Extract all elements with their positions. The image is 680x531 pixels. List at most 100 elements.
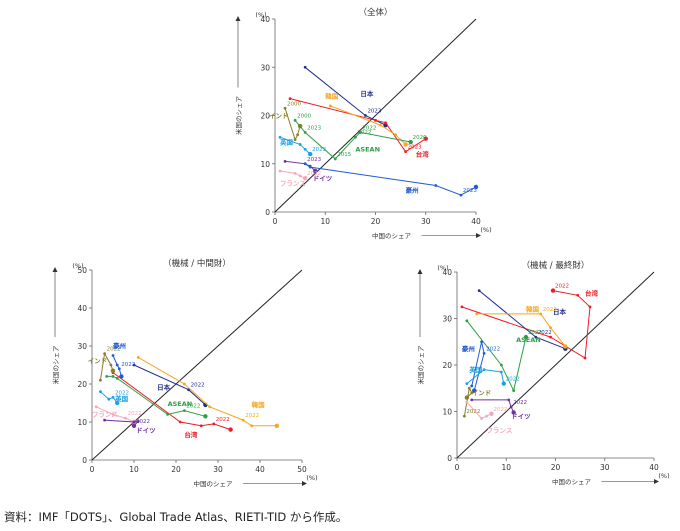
series-name: 英国 (468, 365, 483, 374)
y-unit: (%) (255, 11, 266, 19)
chart-3: （機械 / 最終財）0 10 20 30 40010203040(%)(%)中国のシェア… (416, 260, 670, 486)
x-tick-label: 20 (171, 465, 181, 474)
x-axis-label: 中国のシェア (194, 479, 234, 488)
data-point (467, 386, 471, 390)
data-point (111, 354, 115, 357)
data-point (507, 398, 511, 402)
data-point (465, 319, 469, 323)
series-name: 日本 (553, 307, 567, 316)
y-tick-label: 30 (260, 63, 270, 72)
data-point (302, 176, 308, 181)
series-ASEAN: 2000 2022 2020 2015 2022 2023 ASEAN (293, 113, 427, 161)
series-韓国: 2022 韓国 (475, 305, 568, 349)
data-point (132, 420, 136, 424)
point-label: 2023 (408, 145, 422, 151)
data-point (482, 351, 486, 355)
y-tick-label: 40 (77, 304, 87, 313)
point-label: 2023 (307, 125, 321, 131)
data-point (303, 65, 307, 69)
series-豪州: 2022 豪州 (462, 340, 500, 393)
data-point (183, 409, 186, 412)
data-point (512, 389, 516, 392)
x-tick-label: 40 (471, 217, 481, 226)
y-tick-label: 10 (442, 408, 452, 417)
y-tick-label: 30 (442, 315, 452, 324)
series-name: ドイツ (511, 412, 531, 420)
data-point (482, 368, 486, 372)
point-label: 2022 (357, 130, 371, 136)
point-label: 2022 (486, 346, 500, 352)
data-point (384, 121, 387, 125)
data-point (103, 352, 106, 355)
data-point (477, 289, 481, 292)
x-unit: (%) (306, 474, 317, 482)
data-point (303, 162, 307, 166)
data-point (470, 384, 474, 388)
y-arrow-head (417, 269, 423, 274)
series-台湾: 2022 台湾 (111, 371, 233, 439)
point-label: 2022 (186, 404, 200, 410)
data-point (462, 414, 466, 418)
data-point (131, 423, 137, 428)
data-point (534, 335, 538, 339)
point-label: 2022 (362, 125, 376, 131)
data-point (99, 390, 102, 393)
data-point (307, 151, 313, 157)
series-line (466, 320, 527, 393)
series-フランス: 2022 フランス (465, 400, 512, 434)
data-point (303, 147, 307, 151)
series-日本: 2022 日本 (132, 363, 208, 408)
data-point (288, 97, 292, 101)
series-豪州: 2023 豪州 (303, 162, 479, 197)
y-tick-label: 30 (77, 342, 87, 351)
y-unit: (%) (72, 262, 83, 270)
data-point (434, 184, 438, 187)
data-point (111, 395, 115, 399)
data-point (111, 375, 115, 378)
x-tick-label: 10 (501, 463, 511, 472)
series-name: ASEAN (516, 336, 541, 344)
series-name: 韓国 (526, 305, 540, 314)
x-arrow-head (654, 479, 659, 484)
series-name: 台湾 (585, 288, 599, 297)
data-point (423, 136, 428, 141)
data-point (489, 411, 494, 417)
series-line (112, 355, 122, 377)
chart-1: （全体）0 10 20 30 40010203040(%)(%)中国のシェア米国のシェア… (234, 7, 492, 240)
data-point (459, 193, 463, 197)
data-point (460, 305, 464, 309)
chart-title: （機械 / 中間財） (163, 258, 231, 269)
y-tick-label: 40 (442, 268, 452, 277)
series-line (471, 341, 485, 391)
series-name: 豪州 (406, 186, 419, 195)
series-name: 英国 (279, 137, 294, 146)
y-tick-label: 50 (77, 266, 87, 275)
point-label: 2022 (191, 383, 205, 389)
series-韓国: 韓国 (325, 92, 408, 147)
data-point (576, 293, 580, 297)
data-point (283, 159, 287, 163)
y-tick-label: 0 (82, 456, 87, 465)
data-point (107, 397, 111, 401)
data-point (354, 135, 357, 139)
series-インド: 2022 インド (88, 347, 121, 382)
data-point (480, 340, 484, 344)
y-arrow-head (52, 267, 58, 272)
series-name: ドイツ (136, 427, 156, 435)
series-line (95, 406, 135, 423)
x-arrow-head (476, 233, 481, 238)
data-point (563, 344, 568, 349)
point-label: 2022 (513, 400, 527, 406)
series-インド: 2000 インド (269, 101, 303, 142)
series-name: 台湾 (416, 150, 430, 159)
x-tick-label: 50 (297, 465, 307, 474)
data-point (539, 312, 543, 316)
series-台湾: 2022 台湾 (460, 284, 599, 360)
series-name: 台湾 (184, 430, 198, 439)
point-label: 2022 (128, 411, 142, 417)
y-tick-label: 20 (260, 112, 270, 121)
data-point (499, 370, 503, 374)
x-tick-label: 40 (255, 465, 265, 474)
